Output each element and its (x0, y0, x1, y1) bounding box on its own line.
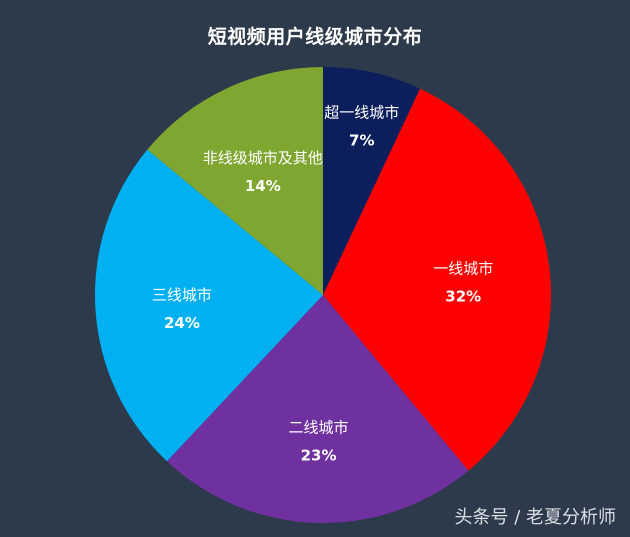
slice-percent-label: 7% (349, 131, 374, 149)
slice-label: 非线级城市及其他 (203, 149, 323, 167)
pie-slice (147, 67, 323, 295)
slice-percent-label: 14% (245, 177, 281, 195)
pie-slice (323, 67, 421, 295)
slice-label: 三线城市 (152, 286, 212, 304)
watermark-text: 头条号 / 老夏分析师 (454, 507, 616, 528)
slice-label: 一线城市 (433, 259, 493, 277)
pie-slice (94, 149, 323, 462)
slice-percent-label: 23% (301, 446, 337, 464)
slice-label: 二线城市 (289, 418, 349, 436)
pie-slice (166, 295, 469, 523)
slice-label: 超一线城市 (324, 103, 399, 121)
slice-percent-label: 32% (445, 287, 481, 305)
pie-slice (323, 88, 552, 471)
chart-title: 短视频用户线级城市分布 (207, 26, 423, 48)
slice-percent-label: 24% (164, 314, 200, 332)
